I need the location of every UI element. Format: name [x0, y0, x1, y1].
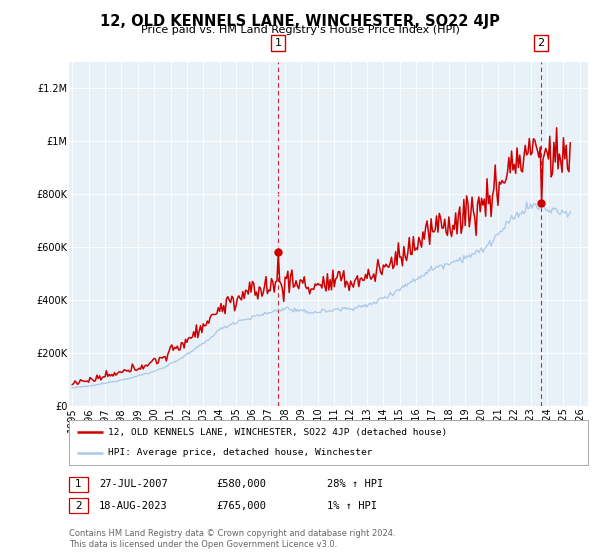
Text: Contains HM Land Registry data © Crown copyright and database right 2024.: Contains HM Land Registry data © Crown c… [69, 529, 395, 538]
Text: 2: 2 [75, 501, 82, 511]
Text: £765,000: £765,000 [216, 501, 266, 511]
Text: HPI: Average price, detached house, Winchester: HPI: Average price, detached house, Winc… [108, 448, 373, 457]
Text: 27-JUL-2007: 27-JUL-2007 [99, 479, 168, 489]
Text: £580,000: £580,000 [216, 479, 266, 489]
Text: 12, OLD KENNELS LANE, WINCHESTER, SO22 4JP (detached house): 12, OLD KENNELS LANE, WINCHESTER, SO22 4… [108, 428, 447, 437]
Text: Price paid vs. HM Land Registry's House Price Index (HPI): Price paid vs. HM Land Registry's House … [140, 25, 460, 35]
Text: 1: 1 [275, 38, 281, 48]
Text: 12, OLD KENNELS LANE, WINCHESTER, SO22 4JP: 12, OLD KENNELS LANE, WINCHESTER, SO22 4… [100, 14, 500, 29]
Text: 2: 2 [538, 38, 545, 48]
Text: 1% ↑ HPI: 1% ↑ HPI [327, 501, 377, 511]
Text: 18-AUG-2023: 18-AUG-2023 [99, 501, 168, 511]
Text: 28% ↑ HPI: 28% ↑ HPI [327, 479, 383, 489]
Text: This data is licensed under the Open Government Licence v3.0.: This data is licensed under the Open Gov… [69, 540, 337, 549]
Text: 1: 1 [75, 479, 82, 489]
